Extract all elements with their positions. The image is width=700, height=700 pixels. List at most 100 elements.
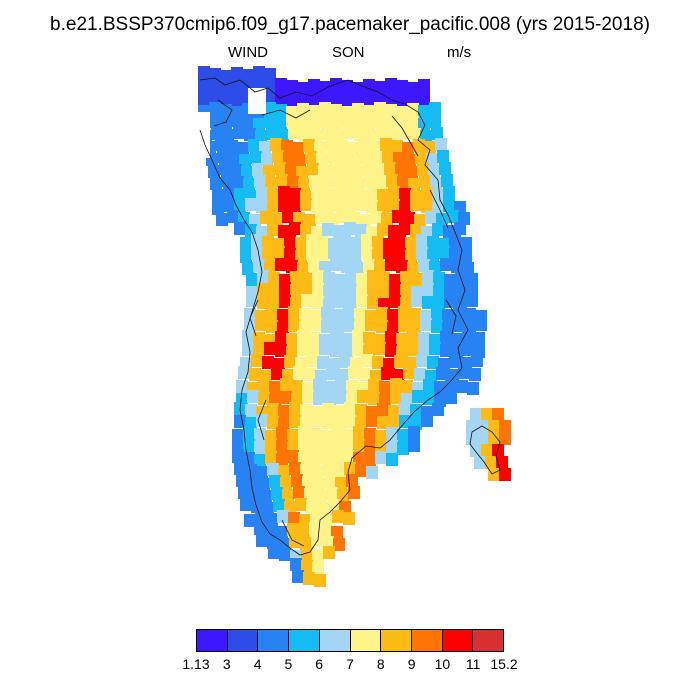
- wind-cell: [438, 246, 450, 259]
- wind-cell: [196, 112, 210, 158]
- wind-cell: [253, 332, 265, 345]
- wind-cell: [421, 187, 433, 200]
- wind-cell: [376, 127, 388, 140]
- wind-cell: [388, 225, 400, 238]
- wind-cell: [399, 402, 411, 415]
- wind-cell: [326, 487, 338, 500]
- wind-cell: [301, 273, 313, 286]
- wind-cell: [289, 188, 301, 201]
- wind-cell: [422, 283, 434, 296]
- wind-cell: [352, 330, 364, 343]
- wind-cell: [331, 453, 343, 466]
- wind-cell: [381, 213, 393, 226]
- wind-cell: [369, 141, 381, 154]
- wind-cell: [443, 186, 455, 199]
- wind-cell: [385, 78, 397, 91]
- wind-cell: [385, 104, 397, 117]
- wind-cell: [272, 150, 284, 163]
- wind-cell: [366, 200, 378, 213]
- wind-cell: [356, 273, 368, 286]
- wind-cell: [256, 200, 268, 213]
- wind-cell: [232, 429, 244, 442]
- wind-cell: [371, 153, 383, 166]
- wind-cell: [420, 318, 432, 331]
- wind-cell: [276, 174, 288, 187]
- wind-cell: [433, 272, 445, 285]
- colorbar-tick-label: 15.2: [490, 656, 518, 672]
- wind-cell: [211, 127, 223, 140]
- wind-cell: [220, 91, 232, 104]
- wind-cell: [399, 188, 411, 201]
- wind-cell: [473, 332, 485, 345]
- wind-cell: [408, 439, 420, 452]
- wind-cell: [281, 140, 293, 153]
- wind-cell: [233, 126, 245, 139]
- wind-cell: [396, 260, 408, 273]
- wind-cell: [266, 513, 278, 526]
- wind-cell: [363, 118, 375, 131]
- wind-cell: [418, 259, 430, 272]
- wind-cell: [397, 176, 409, 189]
- wind-cell: [346, 474, 358, 487]
- wind-cell: [231, 67, 243, 80]
- wind-cell: [405, 237, 417, 250]
- wind-cell: [340, 164, 352, 177]
- wind-cell: [300, 198, 312, 211]
- wind-cell: [355, 224, 367, 237]
- wind-cell: [319, 102, 331, 115]
- wind-cell: [470, 408, 482, 421]
- wind-cell: [306, 354, 318, 367]
- wind-cell: [260, 490, 272, 503]
- wind-cell: [481, 444, 493, 457]
- wind-cell: [333, 405, 345, 418]
- wind-cell: [293, 486, 305, 499]
- wind-cell: [398, 319, 410, 332]
- wind-cell: [432, 223, 444, 236]
- wind-cell: [306, 500, 318, 513]
- wind-cell: [395, 164, 407, 177]
- wind-cell: [291, 474, 303, 487]
- wind-cell: [323, 546, 335, 559]
- wind-cell: [287, 176, 299, 189]
- colorbar-tick-label: 7: [346, 656, 354, 672]
- wind-cell: [264, 81, 276, 94]
- wind-cell: [475, 318, 487, 331]
- wind-cell: [355, 198, 367, 211]
- wind-cell: [280, 391, 292, 404]
- wind-cell: [297, 330, 309, 343]
- wind-cell: [421, 414, 433, 427]
- wind-cell: [244, 514, 256, 527]
- wind-cell: [373, 165, 385, 178]
- wind-cell: [368, 379, 380, 392]
- wind-cell: [343, 512, 355, 525]
- wind-cell: [311, 200, 323, 213]
- wind-cell: [308, 79, 320, 92]
- wind-cell: [415, 151, 427, 164]
- wind-cell: [390, 391, 402, 404]
- wind-cell: [223, 199, 235, 212]
- wind-cell: [267, 463, 279, 476]
- wind-cell: [264, 68, 276, 81]
- wind-cell: [319, 342, 331, 355]
- colorbar-swatch: [411, 630, 443, 651]
- wind-cell: [321, 320, 333, 333]
- wind-cell: [286, 93, 298, 106]
- wind-cell: [343, 126, 355, 139]
- wind-cell: [251, 234, 263, 247]
- wind-cell: [310, 511, 322, 524]
- wind-cell: [427, 236, 439, 249]
- wind-cell: [458, 212, 470, 225]
- wind-cell: [247, 390, 259, 403]
- wind-cell: [209, 68, 221, 81]
- wind-cell: [466, 273, 478, 286]
- wind-cell: [324, 475, 336, 488]
- wind-cell: [280, 378, 292, 391]
- wind-cell: [363, 79, 375, 92]
- wind-cell: [474, 456, 486, 469]
- wind-cell: [410, 198, 422, 211]
- wind-cell: [354, 308, 366, 321]
- wind-cell: [396, 114, 408, 127]
- wind-cell: [432, 403, 444, 416]
- wind-cell: [344, 402, 356, 415]
- wind-cell: [342, 429, 354, 442]
